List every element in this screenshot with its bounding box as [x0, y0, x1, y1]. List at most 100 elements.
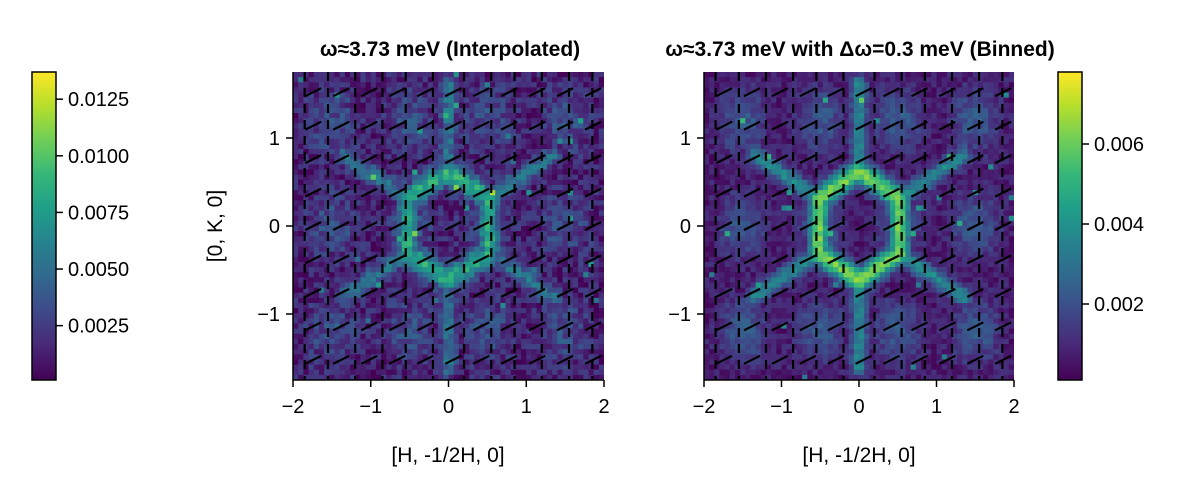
heatmap-cell — [500, 236, 507, 242]
heatmap-cell — [588, 174, 595, 181]
heatmap-cell — [515, 190, 522, 196]
heatmap-cell — [541, 277, 548, 284]
heatmap-cell — [422, 210, 429, 217]
heatmap-cell — [546, 169, 553, 176]
heatmap-cell — [391, 97, 398, 104]
heatmap-cell — [303, 128, 310, 135]
heatmap-cell — [386, 277, 393, 284]
heatmap-cell — [709, 154, 715, 160]
heatmap-cell — [536, 184, 543, 191]
heatmap-cell — [776, 87, 783, 94]
heatmap-cell — [469, 297, 476, 304]
heatmap-cell — [822, 174, 829, 181]
heatmap-cell — [318, 236, 325, 242]
heatmap-cell — [458, 369, 465, 376]
heatmap-cell — [760, 128, 767, 135]
heatmap-cell — [802, 87, 808, 94]
heatmap-cell — [755, 174, 762, 181]
heatmap-cell — [755, 190, 762, 196]
heatmap-cell — [386, 169, 393, 176]
heatmap-cell — [714, 72, 721, 78]
heatmap-cell — [552, 169, 558, 176]
heatmap-cell — [541, 364, 548, 371]
heatmap-cell — [453, 328, 460, 335]
heatmap-cell — [350, 184, 356, 191]
heatmap-cell — [350, 72, 356, 78]
heatmap-cell — [864, 107, 870, 114]
heatmap-cell — [386, 143, 393, 150]
heatmap-cell — [464, 77, 470, 83]
heatmap-cell — [552, 200, 558, 207]
heatmap-cell — [370, 143, 377, 150]
heatmap-cell — [360, 364, 367, 371]
heatmap-cell — [381, 113, 387, 119]
heatmap-cell — [453, 184, 460, 191]
heatmap-cell — [355, 369, 361, 376]
heatmap-cell — [355, 215, 361, 222]
heatmap-cell — [915, 133, 922, 140]
heatmap-cell — [766, 190, 772, 196]
heatmap-cell — [526, 313, 533, 319]
heatmap-cell — [510, 113, 517, 119]
heatmap-cell — [936, 102, 943, 109]
heatmap-cell — [884, 72, 891, 78]
heatmap-cell — [495, 149, 501, 155]
heatmap-cell — [1008, 128, 1014, 135]
heatmap-cell — [910, 149, 917, 155]
heatmap-cell — [807, 164, 814, 171]
heatmap-cell — [567, 236, 574, 242]
heatmap-cell — [921, 128, 927, 135]
heatmap-cell — [588, 272, 595, 278]
heatmap-cell — [350, 77, 356, 83]
heatmap-cell — [391, 215, 398, 222]
heatmap-cell — [318, 297, 325, 304]
heatmap-cell — [375, 338, 382, 345]
heatmap-cell — [853, 179, 860, 186]
heatmap-cell — [293, 179, 299, 186]
heatmap-cell — [781, 149, 788, 155]
heatmap-cell — [578, 107, 584, 114]
heatmap-cell — [567, 272, 574, 278]
heatmap-cell — [458, 354, 465, 361]
heatmap-cell — [417, 205, 424, 212]
heatmap-cell — [957, 169, 963, 176]
heatmap-cell — [375, 277, 382, 284]
heatmap-cell — [422, 374, 429, 380]
heatmap-cell — [931, 107, 938, 114]
heatmap-cell — [1008, 102, 1014, 109]
heatmap-cell — [536, 143, 543, 150]
heatmap-cell — [432, 128, 439, 135]
heatmap-cell — [329, 292, 336, 299]
heatmap-cell — [802, 77, 808, 83]
heatmap-cell — [391, 272, 398, 278]
heatmap-cell — [401, 164, 408, 171]
heatmap-cell — [500, 303, 507, 309]
heatmap-cell — [293, 349, 299, 355]
heatmap-cell — [344, 333, 351, 340]
heatmap-cell — [370, 338, 377, 345]
heatmap-cell — [771, 133, 777, 140]
heatmap-cell — [926, 179, 932, 186]
heatmap-cell — [562, 133, 569, 140]
heatmap-cell — [760, 97, 767, 104]
heatmap-cell — [293, 123, 299, 130]
heatmap-cell — [583, 107, 590, 114]
heatmap-cell — [308, 200, 315, 207]
heatmap-cell — [521, 195, 527, 201]
heatmap-cell — [344, 118, 351, 124]
heatmap-cell — [360, 277, 367, 284]
heatmap-cell — [438, 277, 444, 284]
heatmap-cell — [324, 159, 330, 165]
heatmap-cell — [464, 369, 470, 376]
heatmap-cell — [458, 282, 465, 289]
heatmap-cell — [303, 220, 310, 227]
heatmap-cell — [562, 195, 569, 201]
heatmap-cell — [469, 200, 476, 207]
heatmap-cell — [531, 272, 538, 278]
heatmap-cell — [360, 102, 367, 109]
heatmap-cell — [386, 200, 393, 207]
heatmap-cell — [458, 154, 465, 160]
heatmap-cell — [941, 133, 948, 140]
heatmap-cell — [500, 128, 507, 135]
heatmap-cell — [479, 77, 486, 83]
